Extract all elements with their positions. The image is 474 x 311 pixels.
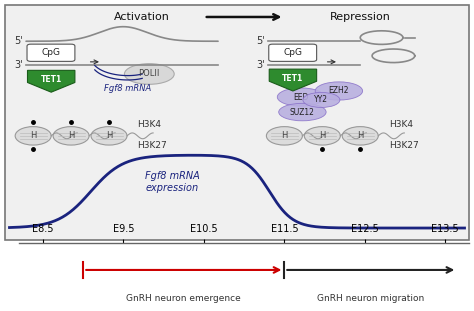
Text: H3K4: H3K4 xyxy=(389,120,413,129)
Text: SUZ12: SUZ12 xyxy=(290,108,315,117)
Text: CpG: CpG xyxy=(283,48,302,57)
Circle shape xyxy=(342,127,378,145)
Text: 5': 5' xyxy=(256,36,264,46)
Circle shape xyxy=(91,127,127,145)
Text: YY2: YY2 xyxy=(314,95,328,104)
Text: 5': 5' xyxy=(14,36,23,46)
Text: 3': 3' xyxy=(256,61,264,71)
Text: EZH2: EZH2 xyxy=(328,86,349,95)
Text: Fgf8 mRNA: Fgf8 mRNA xyxy=(104,84,152,93)
Text: TET1: TET1 xyxy=(283,74,303,83)
Polygon shape xyxy=(27,70,75,92)
Ellipse shape xyxy=(303,92,340,108)
Text: CpG: CpG xyxy=(42,48,61,57)
Ellipse shape xyxy=(315,82,363,100)
FancyBboxPatch shape xyxy=(5,5,469,240)
Text: EED: EED xyxy=(293,93,309,101)
Text: Repression: Repression xyxy=(330,12,391,22)
Text: H3K4: H3K4 xyxy=(137,120,162,129)
Text: GnRH neuron migration: GnRH neuron migration xyxy=(317,294,424,303)
Text: H: H xyxy=(357,131,364,140)
Text: H: H xyxy=(30,131,36,140)
Text: H: H xyxy=(281,131,288,140)
Text: H3K27: H3K27 xyxy=(389,141,419,150)
Circle shape xyxy=(266,127,302,145)
Ellipse shape xyxy=(277,88,325,106)
Text: GnRH neuron emergence: GnRH neuron emergence xyxy=(127,294,241,303)
FancyBboxPatch shape xyxy=(269,44,317,61)
Circle shape xyxy=(15,127,51,145)
Text: 3': 3' xyxy=(14,61,23,71)
Ellipse shape xyxy=(279,103,326,121)
Text: POLII: POLII xyxy=(138,69,160,78)
Text: H3K27: H3K27 xyxy=(137,141,167,150)
Text: Fgf8 mRNA
expression: Fgf8 mRNA expression xyxy=(145,171,200,193)
Circle shape xyxy=(304,127,340,145)
Text: H: H xyxy=(68,131,74,140)
Text: H: H xyxy=(106,131,112,140)
Circle shape xyxy=(53,127,89,145)
Ellipse shape xyxy=(124,64,174,84)
Polygon shape xyxy=(269,69,317,91)
FancyBboxPatch shape xyxy=(27,44,75,61)
Text: Activation: Activation xyxy=(114,12,170,22)
Text: H: H xyxy=(319,131,326,140)
Text: TET1: TET1 xyxy=(41,75,62,84)
